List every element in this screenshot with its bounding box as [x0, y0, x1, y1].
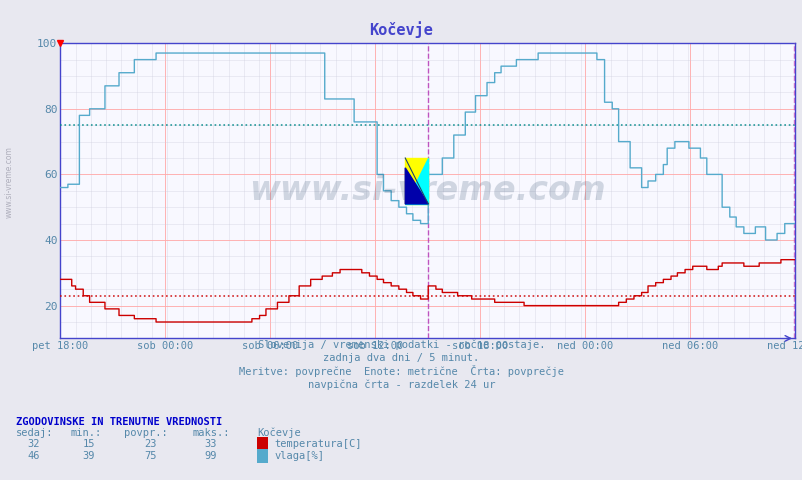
Text: 39: 39	[82, 451, 95, 460]
Text: 33: 33	[204, 439, 217, 449]
Text: navpična črta - razdelek 24 ur: navpična črta - razdelek 24 ur	[307, 380, 495, 390]
Text: sedaj:: sedaj:	[16, 428, 54, 438]
Text: vlaga[%]: vlaga[%]	[274, 451, 324, 460]
Text: 15: 15	[82, 439, 95, 449]
Text: ZGODOVINSKE IN TRENUTNE VREDNOSTI: ZGODOVINSKE IN TRENUTNE VREDNOSTI	[16, 417, 222, 427]
Text: 75: 75	[144, 451, 156, 460]
Text: temperatura[C]: temperatura[C]	[274, 439, 362, 449]
Text: 99: 99	[204, 451, 217, 460]
Text: Kočevje: Kočevje	[369, 22, 433, 38]
Text: Meritve: povprečne  Enote: metrične  Črta: povprečje: Meritve: povprečne Enote: metrične Črta:…	[239, 365, 563, 377]
Text: min.:: min.:	[71, 428, 102, 438]
Text: 32: 32	[27, 439, 40, 449]
Text: www.si-vreme.com: www.si-vreme.com	[5, 146, 14, 218]
Polygon shape	[405, 168, 427, 204]
Text: maks.:: maks.:	[192, 428, 230, 438]
Text: 23: 23	[144, 439, 156, 449]
Text: zadnja dva dni / 5 minut.: zadnja dva dni / 5 minut.	[323, 353, 479, 363]
Bar	[405, 158, 427, 204]
Polygon shape	[405, 158, 427, 204]
Text: 46: 46	[27, 451, 40, 460]
Text: www.si-vreme.com: www.si-vreme.com	[249, 174, 606, 207]
Text: povpr.:: povpr.:	[124, 428, 168, 438]
Text: Kočevje: Kočevje	[257, 427, 300, 438]
Text: Slovenija / vremenski podatki - ročne postaje.: Slovenija / vremenski podatki - ročne po…	[257, 339, 545, 350]
